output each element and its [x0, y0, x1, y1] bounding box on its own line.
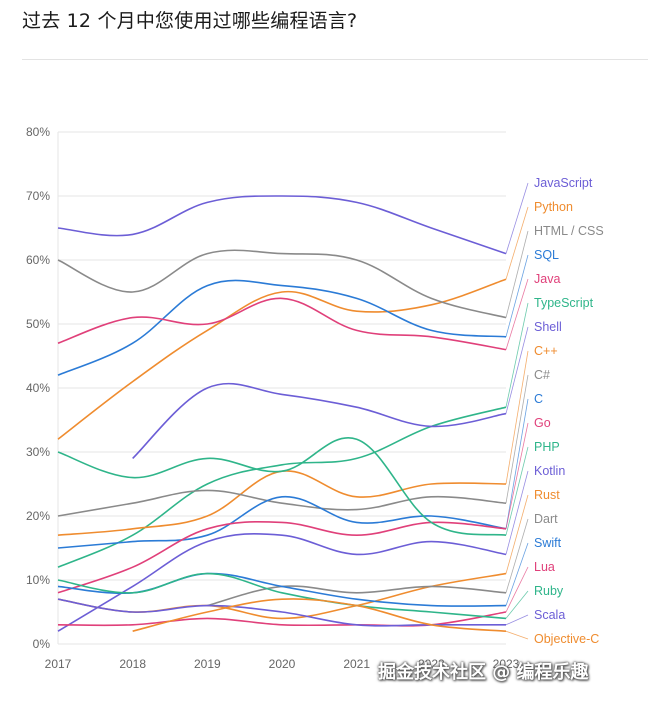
series-line-dart — [207, 585, 507, 607]
legend-label-sql: SQL — [534, 248, 559, 262]
y-tick-label: 70% — [26, 189, 50, 203]
legend-label-html-css: HTML / CSS — [534, 224, 604, 238]
series-line-typescript — [57, 406, 507, 568]
series-line-ruby — [57, 572, 507, 620]
legend-label-shell: Shell — [534, 320, 562, 334]
series-line-python — [57, 278, 507, 440]
series-line-shell — [132, 382, 507, 459]
watermark: 掘金技术社区 @ 编程乐趣 — [378, 662, 589, 683]
series-line-c — [57, 495, 507, 549]
legend-label-lua: Lua — [534, 560, 555, 574]
y-tick-label: 50% — [26, 317, 50, 331]
legend-connector-kotlin — [505, 470, 529, 555]
x-tick-label: 2019 — [194, 657, 221, 671]
legend-label-swift: Swift — [534, 536, 562, 550]
page-title: 过去 12 个月中您使用过哪些编程语言? — [22, 10, 358, 32]
legend-label-javascript: JavaScript — [534, 176, 593, 190]
legend-connector-c — [505, 350, 529, 485]
x-tick-label: 2020 — [269, 657, 296, 671]
legend-label-go: Go — [534, 416, 551, 430]
legend-label-java: Java — [534, 272, 560, 286]
y-tick-label: 40% — [26, 381, 50, 395]
y-tick-label: 20% — [26, 509, 50, 523]
legend-connector-objective-c — [505, 630, 529, 640]
legend-label-kotlin: Kotlin — [534, 464, 565, 478]
series-line-c — [57, 489, 507, 517]
y-axis-tick-labels: 0% 10% 20% 30% 40% 50% 60% 70% 80% — [26, 125, 50, 651]
x-tick-label: 2022 — [418, 657, 445, 671]
y-tick-label: 0% — [33, 637, 51, 651]
series-lines — [57, 195, 507, 632]
legend-connector-lua — [505, 566, 529, 613]
series-line-java — [57, 297, 507, 351]
legend-connector-rust — [505, 494, 529, 574]
legend-connector-shell — [505, 326, 529, 414]
series-line-javascript — [57, 195, 507, 255]
legend-connector-scala — [505, 614, 529, 626]
legend-label-ruby: Ruby — [534, 584, 564, 598]
legend-connector-dart — [505, 518, 529, 593]
x-tick-label: 2017 — [45, 657, 72, 671]
legend-labels: JavaScript Python HTML / CSS SQL Java TypeScr… — [534, 176, 604, 646]
y-tick-label: 80% — [26, 125, 50, 139]
grid-lines — [57, 131, 506, 645]
series-line-php — [57, 436, 507, 536]
title-divider — [22, 59, 648, 60]
legend-connector-c — [505, 374, 529, 504]
y-tick-label: 10% — [26, 573, 50, 587]
x-axis-tick-labels: 2017 2018 2019 2020 2021 2022 2023 — [45, 657, 520, 671]
legend-label-c: C++ — [534, 344, 558, 358]
series-line-html-css — [57, 249, 507, 319]
legend-label-php: PHP — [534, 440, 560, 454]
legend-connector-ruby — [505, 590, 529, 619]
legend-label-objective-c: Objective-C — [534, 632, 599, 646]
legend-connector-go — [505, 422, 529, 529]
legend-connector-python — [505, 206, 529, 280]
legend-connector-html-css — [505, 230, 529, 318]
legend-label-c: C# — [534, 368, 550, 382]
legend-connector-java — [505, 278, 529, 350]
legend-label-dart: Dart — [534, 512, 558, 526]
x-tick-label: 2021 — [343, 657, 370, 671]
series-line-swift — [57, 572, 507, 607]
series-line-objective-c — [132, 598, 507, 632]
legend-connector-sql — [505, 254, 529, 337]
legend-label-scala: Scala — [534, 608, 565, 622]
legend-connector-php — [505, 446, 529, 536]
legend-label-typescript: TypeScript — [534, 296, 594, 310]
legend-connector-swift — [505, 542, 529, 606]
series-line-go — [57, 520, 507, 594]
x-tick-label: 2018 — [119, 657, 146, 671]
legend-connector-typescript — [505, 302, 529, 408]
y-tick-label: 60% — [26, 253, 50, 267]
legend-connector-c — [505, 398, 529, 529]
legend-connectors — [505, 182, 529, 640]
legend-label-c: C — [534, 392, 543, 406]
y-tick-label: 30% — [26, 445, 50, 459]
legend-label-python: Python — [534, 200, 573, 214]
series-line-kotlin — [57, 532, 507, 632]
x-tick-label: 2023 — [493, 657, 520, 671]
series-line-sql — [57, 279, 507, 376]
legend-label-rust: Rust — [534, 488, 560, 502]
legend-connector-javascript — [505, 182, 529, 254]
